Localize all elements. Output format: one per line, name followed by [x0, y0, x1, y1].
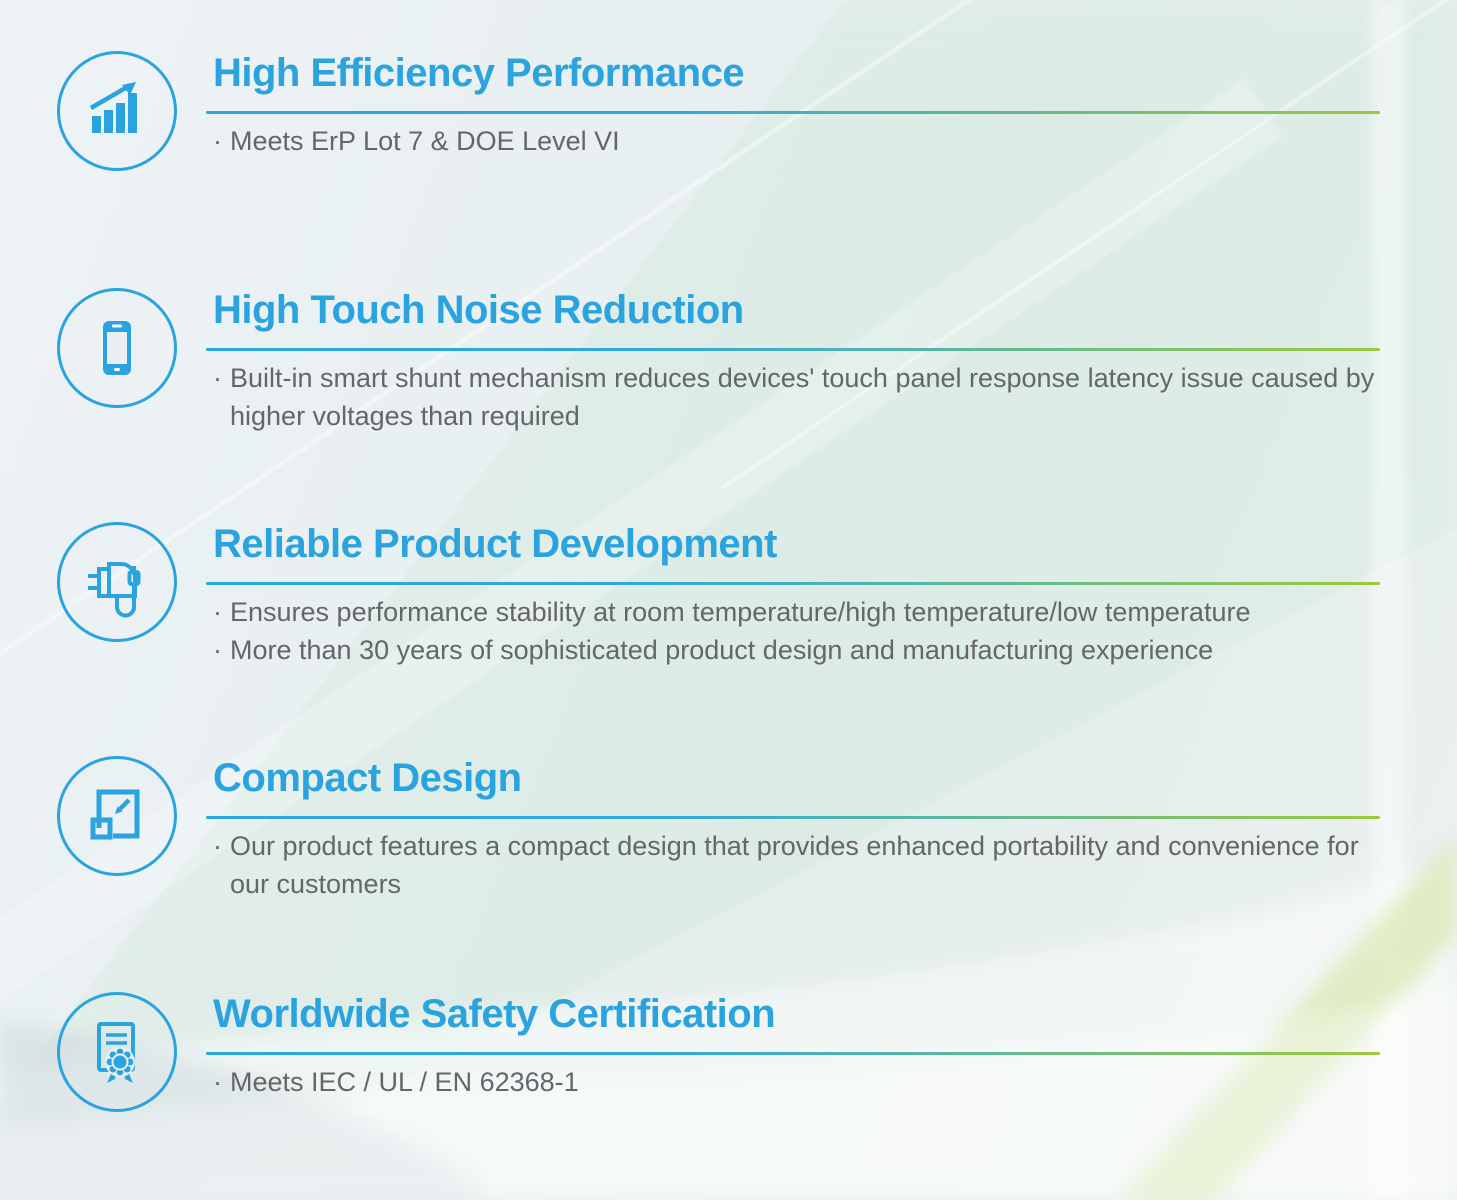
bar-chart-growth-icon — [57, 51, 177, 171]
bullet-dot: · — [213, 1067, 222, 1097]
feature-bullet: · Meets IEC / UL / EN 62368-1 — [206, 1063, 1380, 1101]
feature-bullet: · Built-in smart shunt mechanism reduces… — [206, 359, 1380, 435]
feature-bullet-text: Our product features a compact design th… — [230, 831, 1359, 899]
feature-title: High Efficiency Performance — [213, 51, 745, 95]
feature-bullet-text: Meets IEC / UL / EN 62368-1 — [230, 1067, 579, 1097]
feature-bullet-text: More than 30 years of sophisticated prod… — [230, 635, 1214, 665]
feature-bullet-text: Meets ErP Lot 7 & DOE Level VI — [230, 126, 620, 156]
bullet-dot: · — [213, 635, 222, 665]
compact-resize-icon — [90, 789, 140, 840]
feature-title: High Touch Noise Reduction — [213, 288, 744, 332]
gradient-underline — [206, 348, 1380, 351]
compact-resize-icon — [57, 756, 177, 876]
feature-bullet-text: Ensures performance stability at room te… — [230, 597, 1251, 627]
smartphone-icon — [103, 321, 131, 375]
gradient-underline — [206, 1052, 1380, 1055]
feature-title: Reliable Product Development — [213, 522, 777, 566]
bullet-dot: · — [213, 831, 222, 861]
feature-section-touch-noise: High Touch Noise Reduction · Built-in sm… — [0, 288, 1457, 435]
bar-chart-growth-icon — [89, 82, 137, 133]
gradient-underline — [206, 111, 1380, 114]
gradient-underline — [206, 582, 1380, 585]
feature-bullet: · More than 30 years of sophisticated pr… — [206, 631, 1380, 669]
feature-bullet: · Our product features a compact design … — [206, 827, 1380, 903]
feature-section-compact-design: Compact Design · Our product features a … — [0, 756, 1457, 903]
feature-section-high-efficiency: High Efficiency Performance · Meets ErP … — [0, 51, 1457, 171]
feature-bullet: · Meets ErP Lot 7 & DOE Level VI — [206, 122, 1380, 160]
feature-section-reliable-development: Reliable Product Development · Ensures p… — [0, 522, 1457, 669]
feature-section-safety-certification: Worldwide Safety Certification · Meets I… — [0, 992, 1457, 1112]
gradient-underline — [206, 816, 1380, 819]
feature-bullet-text: Built-in smart shunt mechanism reduces d… — [230, 363, 1375, 431]
certificate-award-icon — [57, 992, 177, 1112]
smartphone-icon — [57, 288, 177, 408]
bullet-dot: · — [213, 597, 222, 627]
feature-bullet: · Ensures performance stability at room … — [206, 593, 1380, 631]
certificate-award-icon — [97, 1022, 135, 1083]
bullet-dot: · — [213, 126, 222, 156]
bullet-dot: · — [213, 363, 222, 393]
feature-title: Worldwide Safety Certification — [213, 992, 776, 1036]
feature-title: Compact Design — [213, 756, 522, 800]
power-adapter-icon — [88, 562, 141, 618]
power-adapter-icon — [57, 522, 177, 642]
